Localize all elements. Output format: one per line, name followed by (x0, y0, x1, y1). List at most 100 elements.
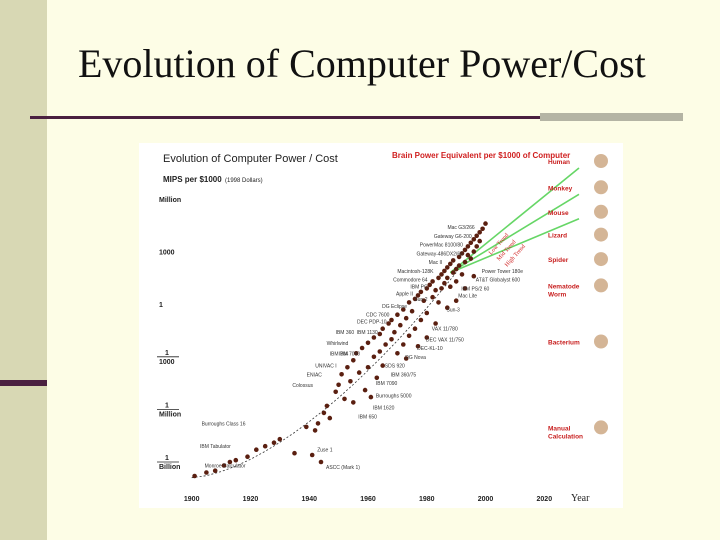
title-rule-dark (30, 116, 540, 119)
title-rule-grey (540, 113, 683, 121)
data-point (359, 345, 365, 351)
organism-icon (594, 154, 608, 168)
data-point (409, 308, 415, 314)
organism-label: Calculation (548, 433, 583, 440)
slide-title: Evolution of Computer Power/Cost (78, 41, 646, 86)
machine-label: Mac II (429, 260, 443, 266)
y-tick-label: Million (159, 197, 181, 204)
trend-curve (191, 272, 457, 479)
data-point (254, 447, 259, 453)
y-tick-numerator: 1 (165, 402, 169, 409)
x-tick-label: 1980 (419, 496, 435, 503)
data-points (192, 221, 488, 479)
data-point (204, 470, 209, 475)
data-point (430, 279, 435, 284)
data-point (318, 459, 324, 465)
machine-label: IBM 360/75 (391, 372, 417, 378)
y-ticks: Million 1000 1 1 1000 1 Million 1 Billion (157, 197, 181, 471)
data-point (477, 230, 483, 235)
data-point (468, 240, 474, 246)
data-point (439, 272, 444, 277)
data-point (398, 322, 403, 328)
organism-icon (594, 204, 608, 219)
machine-label: Commodore 64 (393, 278, 428, 284)
data-point (383, 342, 388, 347)
data-point (365, 340, 371, 346)
data-point (459, 272, 465, 277)
y-axis-note: (1998 Dollars) (225, 178, 263, 184)
y-axis-label: MIPS per $1000 (163, 175, 222, 184)
organism-label: Worm (548, 291, 567, 298)
data-point (403, 356, 409, 361)
machine-label: Mac Lite (458, 293, 477, 299)
data-point (380, 363, 385, 368)
machine-label: AT&T Globalyst 600 (476, 278, 520, 284)
machine-label: Colossus (292, 383, 313, 389)
data-point (433, 287, 438, 293)
data-point (462, 259, 468, 265)
data-point (462, 247, 468, 253)
machine-label: PowerMac 8100/80 (420, 243, 463, 249)
organism-label: Spider (548, 257, 569, 264)
machine-label: DG Eclipse (382, 304, 407, 310)
organism-label: Lizard (548, 233, 567, 240)
machine-label: Power Tower 180e (482, 269, 524, 275)
x-tick-label: 2000 (478, 496, 494, 503)
data-point (483, 221, 488, 226)
data-point (406, 333, 412, 339)
organism-icon (594, 334, 608, 349)
chart-title: Evolution of Computer Power / Cost (163, 153, 338, 165)
data-point (450, 270, 456, 275)
machine-label: DEC-KL-10 (417, 346, 443, 352)
y-tick-label: 1 (159, 302, 163, 309)
data-point (348, 379, 353, 384)
data-point (233, 457, 239, 463)
organism-label: Manual (548, 425, 571, 432)
data-point (465, 244, 471, 249)
data-point (436, 275, 441, 281)
machine-label: IBM 7090 (376, 381, 398, 387)
organism-labels: Human Monkey Mouse Lizard Spider NematodeWorm… (548, 154, 608, 440)
data-point (445, 265, 450, 270)
data-point (448, 284, 453, 289)
machine-label: IBM 1620 (373, 406, 395, 412)
data-point (262, 443, 268, 449)
organism-label: Monkey (548, 185, 573, 192)
data-point (418, 317, 424, 323)
data-point (445, 275, 450, 281)
data-point (371, 335, 377, 340)
machine-labels: Mac G3/266 Gateway G6-200 PowerMac 8100/80… (200, 225, 523, 471)
machine-label: Gateway-486DX2/66 (416, 251, 463, 257)
data-point (436, 300, 441, 305)
data-point (412, 326, 418, 331)
data-point (327, 415, 333, 421)
data-point (312, 428, 318, 433)
data-point (424, 286, 430, 291)
sidebar-accent (0, 380, 47, 386)
y-tick-numerator: 1 (165, 350, 169, 357)
data-point (392, 329, 397, 335)
data-point (321, 410, 327, 416)
data-point (471, 237, 477, 242)
trend-line (449, 167, 580, 274)
data-point (403, 315, 409, 321)
data-point (468, 256, 474, 261)
sidebar-strip (0, 0, 47, 540)
data-point (450, 258, 456, 263)
data-point (401, 307, 406, 312)
right-title: Brain Power Equivalent per $1000 of Comp… (392, 151, 570, 160)
data-point (333, 389, 338, 395)
data-point (415, 344, 421, 349)
data-point (212, 468, 218, 474)
data-point (227, 459, 233, 465)
data-point (462, 286, 468, 291)
organism-icon (594, 252, 608, 267)
machine-label: Gateway G6-200 (434, 234, 472, 240)
data-point (474, 233, 480, 239)
machine-label: ENIAC (307, 372, 323, 378)
data-point (351, 358, 356, 363)
data-point (453, 298, 459, 303)
machine-label: UNIVAC I (315, 364, 336, 370)
y-tick-denominator: Million (159, 411, 181, 418)
machine-label: Zuse 1 (317, 448, 333, 454)
